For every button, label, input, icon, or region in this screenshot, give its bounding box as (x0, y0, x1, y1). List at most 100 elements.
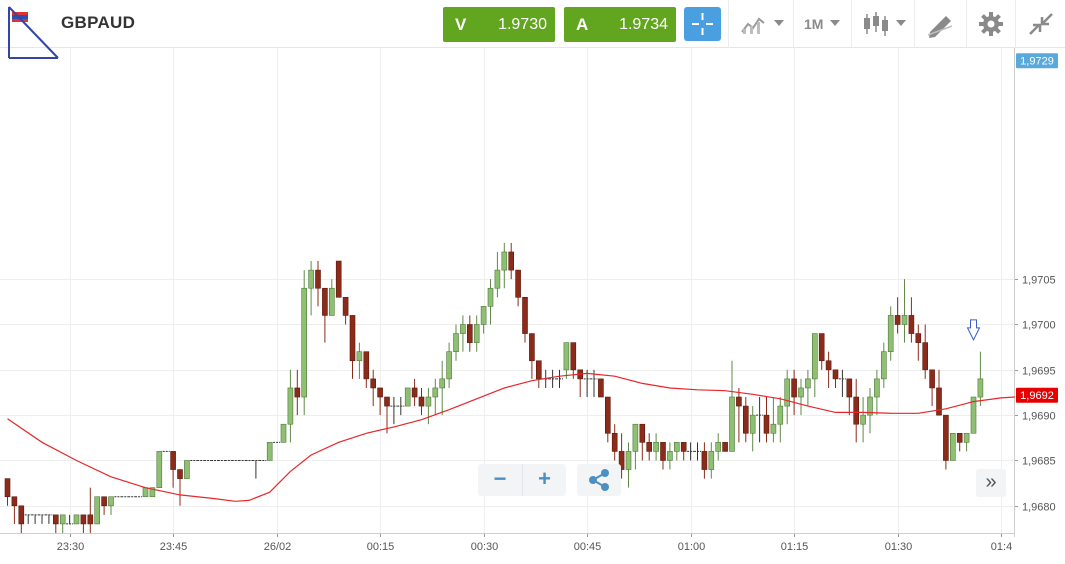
candle (673, 442, 680, 461)
candle-body (749, 414, 756, 434)
chevron-down-icon (896, 20, 906, 26)
candle-body (59, 514, 66, 525)
candle-body (818, 333, 825, 362)
collapse-button[interactable] (1028, 8, 1054, 40)
candle (529, 333, 535, 379)
candle (11, 496, 18, 524)
sell-quote-button[interactable]: V 1.9730 (443, 7, 555, 42)
settings-button[interactable] (978, 8, 1004, 40)
candle-body (460, 324, 466, 334)
bid-price-badge-label: 1,9692 (1020, 390, 1054, 402)
share-button[interactable] (577, 464, 621, 496)
candle-body (625, 451, 632, 470)
candle-body (729, 396, 735, 452)
candle-body (480, 306, 487, 325)
timeframe-label: 1M (804, 16, 824, 32)
candle (45, 514, 53, 524)
chevron-down-icon (774, 20, 784, 26)
candle-body (425, 396, 432, 407)
candle-body (287, 387, 294, 425)
candle-body (653, 442, 659, 452)
candle-body (846, 378, 853, 398)
candle-body (853, 396, 860, 425)
candle (494, 251, 501, 298)
crosshair-button[interactable] (684, 7, 721, 41)
candle-body (328, 287, 335, 316)
candle (384, 396, 390, 434)
x-tick-label: 01:4 (991, 541, 1012, 553)
candle-body (473, 324, 480, 343)
candle-body (867, 396, 873, 416)
candle-body (184, 460, 190, 479)
candle-body (798, 387, 804, 398)
candle (798, 378, 804, 416)
candle (432, 378, 439, 416)
candle (549, 369, 557, 388)
candle-style-menu[interactable] (862, 8, 908, 40)
candle (439, 360, 446, 416)
chart-type-menu[interactable] (740, 8, 786, 40)
candle (570, 342, 577, 379)
scroll-to-latest-button[interactable]: » (976, 469, 1006, 497)
candle (66, 514, 74, 525)
candle-body (439, 378, 446, 389)
buy-quote-button[interactable]: A 1.9734 (564, 7, 676, 42)
candle (418, 387, 425, 416)
zoom-in-button[interactable]: + (522, 464, 566, 496)
candle (142, 487, 149, 498)
x-tick-label: 00:15 (367, 541, 395, 553)
candle (501, 242, 508, 289)
candle-body (170, 451, 176, 470)
candle (446, 342, 452, 388)
toolbar-divider (966, 0, 967, 48)
candle-body (363, 351, 370, 380)
candle (715, 433, 722, 461)
x-tick-label: 01:00 (678, 541, 706, 553)
candle-body (418, 396, 425, 407)
candle (943, 414, 949, 470)
share-icon (589, 469, 609, 491)
candle (108, 496, 114, 515)
candle (838, 369, 846, 398)
candle (453, 324, 459, 361)
candle (853, 378, 860, 443)
drawing-tools-button[interactable] (926, 8, 956, 40)
chart-canvas[interactable]: 1,9680 1,9685 1,9690 1,9695 1,9700 1,9705 23:3… (0, 48, 1065, 564)
candle-body (522, 296, 528, 334)
candle-body (446, 351, 452, 380)
candle (404, 387, 411, 407)
candle-body (880, 351, 887, 380)
candle (177, 469, 183, 506)
y-tick-label: 1,9695 (1022, 366, 1056, 378)
candle-body (742, 405, 749, 434)
candle-body (660, 442, 666, 461)
y-tick-label: 1,9700 (1022, 320, 1056, 332)
candle-body (80, 514, 87, 525)
candle-body (308, 269, 314, 289)
candle (929, 369, 935, 407)
price-chart[interactable]: 1,9680 1,9685 1,9690 1,9695 1,9700 1,9705 23:3… (0, 48, 1065, 564)
candle (4, 478, 11, 506)
flag-gb-au-icon (8, 6, 59, 59)
candle-body (266, 442, 273, 461)
ask-price-badge-label: 1,9729 (1020, 56, 1054, 68)
candle (805, 369, 811, 407)
candle-body (563, 342, 570, 371)
candle (908, 297, 915, 343)
candle-body (832, 369, 839, 380)
collapse-icon (1029, 13, 1053, 35)
timeframe-menu[interactable]: 1M (804, 8, 844, 40)
candle-body (908, 315, 915, 334)
candle (860, 397, 866, 443)
candle-body (294, 387, 301, 398)
candle-body (922, 342, 929, 371)
candle (18, 505, 25, 533)
zoom-out-button[interactable]: − (493, 466, 507, 491)
candle-body (708, 451, 715, 470)
buy-price: 1.9734 (619, 16, 668, 33)
candle (825, 351, 832, 388)
candle-body (453, 333, 459, 352)
candle (322, 287, 328, 343)
candle-body (936, 387, 942, 416)
candle-body (322, 287, 328, 316)
